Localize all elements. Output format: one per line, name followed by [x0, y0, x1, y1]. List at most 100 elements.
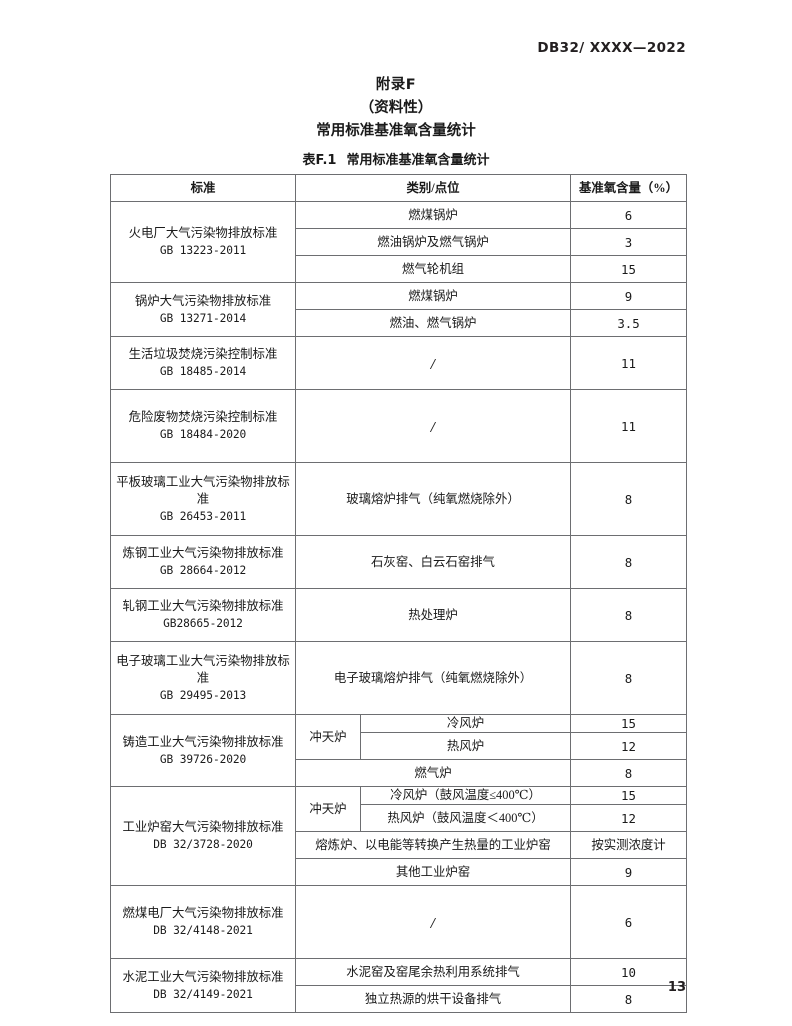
standard-cell: 炼钢工业大气污染物排放标准 GB 28664-2012 [110, 535, 296, 589]
standard-name: 危险废物焚烧污染控制标准 [128, 410, 278, 424]
annex-title-block: 附录F （资料性） 常用标准基准氧含量统计 [0, 74, 792, 143]
table-row: 其他工业炉窑 9 [111, 858, 688, 886]
standard-cell: 燃煤电厂大气污染物排放标准 DB 32/4148-2021 [110, 885, 296, 959]
standard-code: GB 26453-2011 [159, 509, 247, 523]
category-cell: / [294, 389, 572, 463]
value-cell: 按实测浓度计 [570, 831, 688, 859]
value-cell: 12 [570, 732, 688, 760]
category-cell: / [294, 336, 572, 390]
table-row: 平板玻璃工业大气污染物排放标 准 GB 26453-2011 玻璃熔炉排气（纯氧… [110, 462, 688, 536]
category-cell: 燃煤锅炉 [294, 282, 572, 310]
value-cell: 11 [570, 389, 688, 463]
standard-code: GB 39726-2020 [159, 752, 247, 766]
value-cell: 8 [570, 588, 688, 642]
category-cell: 燃油锅炉及燃气锅炉 [294, 228, 572, 256]
standard-cell: 生活垃圾焚烧污染控制标准 GB 18485-2014 [110, 336, 296, 390]
table-row: 热风炉 12 [111, 732, 688, 760]
category-cell: 熔炼炉、以电能等转换产生热量的工业炉窑 [294, 831, 572, 859]
table-row: 轧钢工业大气污染物排放标准 GB28665-2012 热处理炉 8 [110, 588, 688, 642]
standard-cell: 火电厂大气污染物排放标准 GB 13223-2011 [110, 201, 296, 283]
standard-name-cont: 准 [196, 491, 210, 506]
standard-code: DB 32/4149-2021 [153, 987, 253, 1001]
table-row: 燃油锅炉及燃气锅炉 3 [111, 228, 688, 256]
value-cell: 6 [570, 885, 688, 959]
standard-cell: 锅炉大气污染物排放标准 GB 13271-2014 [110, 282, 296, 337]
category-cell: 独立热源的烘干设备排气 [294, 985, 572, 1013]
table-row: 燃煤电厂大气污染物排放标准 DB 32/4148-2021 / 6 [110, 885, 688, 959]
value-cell: 3.5 [570, 309, 688, 337]
category-cell: 石灰窑、白云石窑排气 [294, 535, 572, 589]
standard-name: 轧钢工业大气污染物排放标准 [122, 599, 284, 613]
annex-nature: （资料性） [359, 100, 433, 116]
annex-title: 常用标准基准氧含量统计 [316, 123, 476, 139]
standard-code: GB 28664-2012 [159, 564, 247, 577]
value-cell: 15 [570, 714, 688, 733]
standard-name: 平板玻璃工业大气污染物排放标 [116, 474, 290, 489]
standard-code: GB 29495-2013 [159, 688, 247, 702]
value-cell: 8 [570, 759, 688, 787]
value-cell: 8 [570, 535, 688, 589]
standard-cell: 电子玻璃工业大气污染物排放标 准 GB 29495-2013 [110, 641, 296, 715]
category-cell: 电子玻璃熔炉排气（纯氧燃烧除外） [294, 641, 572, 715]
table-caption: 表F.1 常用标准基准氧含量统计 [0, 149, 792, 168]
category-cell: 热处理炉 [294, 588, 572, 642]
category-cell: 冷风炉 [359, 714, 572, 733]
standard-cell: 工业炉窑大气污染物排放标准 DB 32/3728-2020 [110, 786, 296, 886]
table-row: 独立热源的烘干设备排气 8 [111, 985, 688, 1013]
value-cell: 8 [570, 985, 688, 1013]
standard-code: GB28665-2012 [163, 617, 243, 630]
standard-name: 火电厂大气污染物排放标准 [128, 226, 278, 240]
value-cell: 8 [570, 462, 688, 536]
standard-code: DB 32/4148-2021 [153, 924, 253, 937]
standard-code: GB 18485-2014 [159, 365, 247, 378]
category-cell: 燃油、燃气锅炉 [294, 309, 572, 337]
page-number: 13 [667, 980, 686, 995]
table-row: 工业炉窑大气污染物排放标准 DB 32/3728-2020 冲天炉 冷风炉（鼓风… [110, 786, 688, 886]
standard-name: 锅炉大气污染物排放标准 [134, 293, 272, 308]
value-cell: 6 [570, 201, 688, 229]
standard-cell: 轧钢工业大气污染物排放标准 GB28665-2012 [110, 588, 296, 642]
category-cell: 其他工业炉窑 [294, 858, 572, 886]
standard-cell: 水泥工业大气污染物排放标准 DB 32/4149-2021 [110, 958, 296, 1013]
category-cell: 玻璃熔炉排气（纯氧燃烧除外） [294, 462, 572, 536]
standard-code: DB 32/3728-2020 [153, 838, 253, 851]
oxygen-content-table: 标准 类别/点位 基准氧含量（%） 火电厂大气污染物排放标准 GB 13223-… [110, 174, 688, 1013]
table-row: 炼钢工业大气污染物排放标准 GB 28664-2012 石灰窑、白云石窑排气 8 [110, 535, 688, 589]
table-row: 燃油、燃气锅炉 3.5 [111, 309, 688, 337]
category-cell: / [294, 885, 572, 959]
standard-cell: 铸造工业大气污染物排放标准 GB 39726-2020 [110, 714, 296, 787]
table-row: 锅炉大气污染物排放标准 GB 13271-2014 燃煤锅炉 9 [110, 282, 688, 337]
standard-cell: 危险废物焚烧污染控制标准 GB 18484-2020 [110, 389, 296, 463]
table-row: 电子玻璃工业大气污染物排放标 准 GB 29495-2013 电子玻璃熔炉排气（… [110, 641, 688, 715]
column-header-oxygen: 基准氧含量（%） [570, 174, 688, 202]
value-cell: 12 [570, 804, 688, 832]
category-group-cell: 冲天炉 [295, 786, 361, 832]
standard-name: 水泥工业大气污染物排放标准 [122, 969, 284, 984]
value-cell: 15 [570, 255, 688, 283]
category-group-cell: 冲天炉 [295, 714, 361, 760]
table-row: 生活垃圾焚烧污染控制标准 GB 18485-2014 / 11 [110, 336, 688, 390]
table-caption-number: 表F.1 [302, 153, 337, 168]
standard-name: 生活垃圾焚烧污染控制标准 [128, 347, 278, 361]
standard-name: 燃煤电厂大气污染物排放标准 [122, 906, 284, 920]
standard-name: 炼钢工业大气污染物排放标准 [122, 546, 284, 560]
table-row: 热风炉（鼓风温度＜400℃） 12 [111, 804, 688, 832]
standard-name: 电子玻璃工业大气污染物排放标 [116, 653, 290, 668]
table-row: 危险废物焚烧污染控制标准 GB 18484-2020 / 11 [110, 389, 688, 463]
value-cell: 9 [570, 282, 688, 310]
table-row: 铸造工业大气污染物排放标准 GB 39726-2020 冲天炉 冷风炉 15 [110, 714, 688, 787]
annex-label: 附录F [375, 77, 417, 93]
table-caption-text: 常用标准基准氧含量统计 [346, 153, 490, 168]
oxygen-content-table-wrapper: 标准 类别/点位 基准氧含量（%） 火电厂大气污染物排放标准 GB 13223-… [110, 174, 688, 1013]
value-cell: 9 [570, 858, 688, 886]
category-cell: 燃气轮机组 [294, 255, 572, 283]
value-cell: 3 [570, 228, 688, 256]
standard-name: 铸造工业大气污染物排放标准 [122, 734, 284, 749]
table-row: 水泥工业大气污染物排放标准 DB 32/4149-2021 水泥窑及窑尾余热利用… [110, 958, 688, 1013]
standard-code: GB 18484-2020 [159, 428, 247, 441]
column-header-standard: 标准 [110, 174, 296, 202]
value-cell: 15 [570, 786, 688, 805]
column-header-category: 类别/点位 [294, 174, 572, 202]
standard-name-cont: 准 [196, 670, 210, 685]
